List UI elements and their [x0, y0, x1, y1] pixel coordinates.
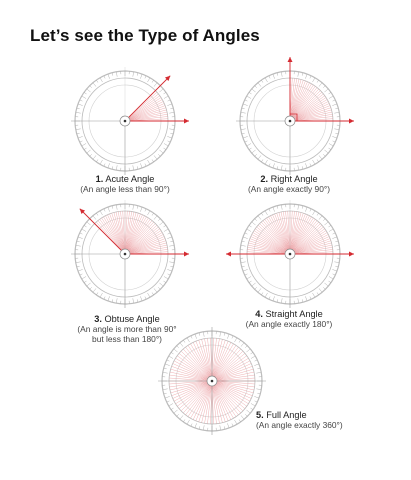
angle-name: Straight Angle	[265, 309, 323, 319]
protractor-full	[158, 327, 266, 435]
caption-obtuse: 3. Obtuse Angle (An angle is more than 9…	[62, 314, 192, 344]
caption-acute: 1. Acute Angle (An angle less than 90°)	[60, 174, 190, 194]
angle-description: (An angle is more than 90°	[77, 324, 177, 334]
angle-number: 1.	[95, 174, 104, 184]
angle-description: (An angle exactly 360°)	[256, 420, 343, 430]
caption-straight: 4. Straight Angle (An angle exactly 180°…	[224, 309, 354, 329]
page-title: Let’s see the Type of Angles	[30, 26, 260, 45]
angle-name: Right Angle	[270, 174, 318, 184]
angle-description: (An angle exactly 180°)	[245, 319, 333, 329]
angle-number: 2.	[260, 174, 269, 184]
protractor-straight	[226, 200, 354, 308]
caption-right: 2. Right Angle (An angle exactly 90°)	[224, 174, 354, 194]
protractor-right	[236, 57, 354, 175]
angle-description: (An angle exactly 90°)	[247, 184, 331, 194]
caption-full: 5. Full Angle (An angle exactly 360°)	[246, 410, 386, 430]
protractor-obtuse	[71, 200, 189, 308]
angle-description-line2: but less than 180°)	[92, 334, 162, 344]
angle-name: Full Angle	[266, 410, 307, 420]
angle-number: 5.	[256, 410, 264, 420]
angle-name: Acute Angle	[105, 174, 155, 184]
angle-number: 3.	[94, 314, 102, 324]
angle-description: (An angle less than 90°)	[80, 184, 170, 194]
protractor-acute	[71, 67, 189, 175]
angle-number: 4.	[255, 309, 263, 319]
angle-name: Obtuse Angle	[104, 314, 160, 324]
